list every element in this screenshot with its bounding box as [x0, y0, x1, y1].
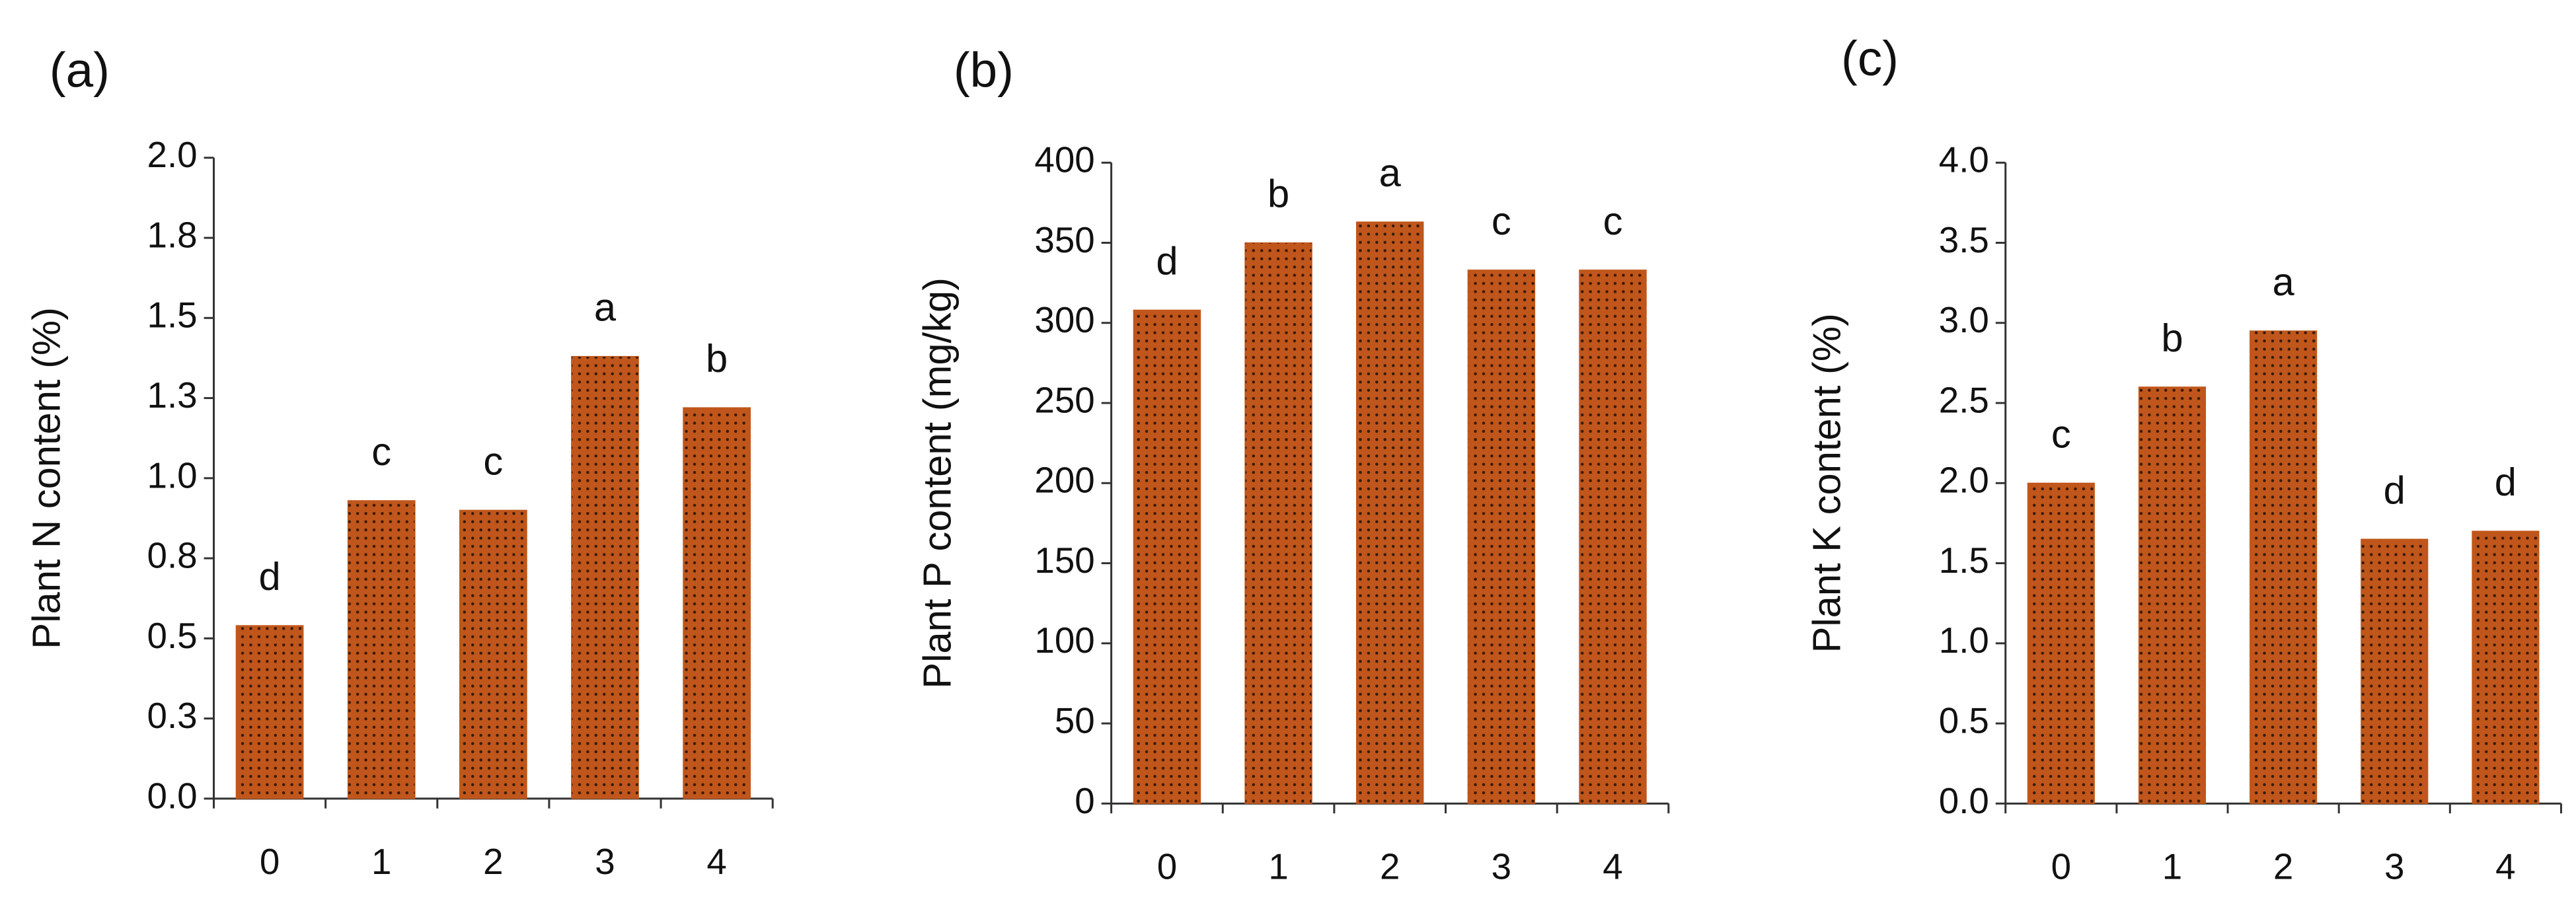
y-tick-label: 400 — [1034, 139, 1094, 180]
y-tick-label: 1.8 — [147, 215, 198, 256]
significance-letter: c — [1492, 199, 1511, 243]
y-tick-label: 1.5 — [147, 295, 198, 336]
y-tick-label: 50 — [1055, 700, 1095, 741]
bar — [2250, 330, 2318, 804]
y-tick-label: 0 — [1075, 780, 1094, 821]
bar — [2138, 386, 2207, 804]
y-tick-label: 0.5 — [1939, 700, 1989, 741]
y-axis-label: Plant P content (mg/kg) — [915, 277, 960, 689]
panel-label: (b) — [954, 42, 1014, 98]
x-tick-label: 2 — [483, 841, 503, 882]
significance-letter: d — [1156, 238, 1178, 283]
panel-label: (c) — [1841, 30, 1899, 86]
x-tick-label: 0 — [2051, 846, 2071, 887]
x-tick-label: 1 — [2162, 846, 2182, 887]
y-tick-label: 2.0 — [1939, 460, 1989, 501]
significance-letter: b — [706, 336, 728, 381]
x-tick-label: 0 — [260, 841, 280, 882]
bar — [1244, 242, 1312, 804]
bar — [347, 500, 416, 799]
y-tick-label: 2.0 — [147, 134, 198, 175]
significance-letter: d — [2384, 468, 2406, 512]
bar — [459, 509, 527, 799]
bar — [1356, 221, 1424, 804]
y-tick-label: 300 — [1034, 299, 1094, 340]
bar — [571, 355, 639, 799]
significance-letter: a — [594, 285, 617, 330]
significance-letter: d — [2495, 460, 2517, 504]
y-tick-label: 3.5 — [1939, 219, 1989, 260]
y-axis-label: Plant K content (%) — [1804, 313, 1848, 653]
x-tick-label: 2 — [1380, 846, 1400, 887]
y-tick-label: 1.3 — [147, 375, 198, 416]
y-tick-label: 150 — [1034, 540, 1094, 581]
significance-letter: b — [1268, 172, 1289, 216]
panel-label: (a) — [50, 42, 110, 98]
y-tick-label: 4.0 — [1939, 139, 1989, 180]
x-tick-label: 0 — [1157, 846, 1177, 887]
significance-letter: c — [2051, 412, 2071, 456]
x-tick-label: 4 — [1603, 846, 1622, 887]
bar — [683, 407, 751, 799]
x-tick-label: 1 — [1268, 846, 1288, 887]
bar — [2027, 482, 2095, 804]
significance-letter: a — [1379, 151, 1402, 195]
bar — [2361, 538, 2429, 804]
x-tick-label: 2 — [2273, 846, 2293, 887]
y-tick-label: 3.0 — [1939, 299, 1989, 340]
y-tick-label: 0.0 — [147, 775, 198, 816]
significance-letter: a — [2273, 260, 2295, 304]
bar — [1467, 270, 1536, 804]
y-tick-label: 100 — [1034, 620, 1094, 661]
significance-letter: b — [2161, 316, 2183, 360]
y-axis-label: Plant N content (%) — [24, 307, 69, 649]
significance-letter: c — [371, 429, 391, 474]
x-tick-label: 3 — [2384, 846, 2404, 887]
x-tick-label: 3 — [595, 841, 615, 882]
bar — [1579, 270, 1647, 804]
y-tick-label: 350 — [1034, 219, 1094, 260]
y-tick-label: 250 — [1034, 379, 1094, 420]
y-tick-label: 200 — [1034, 460, 1094, 501]
x-tick-label: 4 — [2495, 846, 2515, 887]
y-tick-label: 1.0 — [147, 455, 198, 495]
y-tick-label: 0.8 — [147, 535, 198, 576]
y-tick-label: 0.3 — [147, 695, 198, 736]
x-tick-label: 1 — [371, 841, 391, 882]
bar — [235, 625, 304, 799]
bar — [2472, 530, 2540, 804]
y-tick-label: 1.5 — [1939, 540, 1989, 581]
significance-letter: c — [483, 439, 503, 483]
significance-letter: d — [258, 554, 280, 599]
y-tick-label: 0.5 — [147, 615, 198, 656]
significance-letter: c — [1603, 199, 1623, 243]
y-tick-label: 0.0 — [1939, 780, 1989, 821]
x-tick-label: 3 — [1492, 846, 1511, 887]
x-tick-label: 4 — [706, 841, 726, 882]
y-tick-label: 1.0 — [1939, 620, 1989, 661]
bar — [1133, 309, 1201, 804]
y-tick-label: 2.5 — [1939, 379, 1989, 420]
